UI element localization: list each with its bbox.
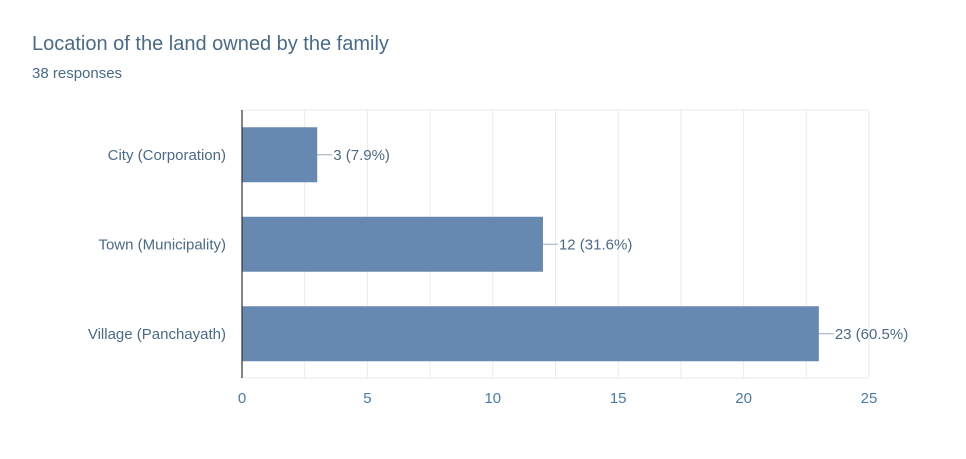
bar (242, 216, 543, 272)
category-label: City (Corporation) (108, 147, 226, 164)
data-label: 3 (7.9%) (333, 147, 390, 164)
x-tick-label: 15 (610, 390, 627, 407)
chart-title: Location of the land owned by the family (32, 33, 389, 55)
bar (242, 306, 819, 362)
category-label: Town (Municipality) (98, 236, 226, 253)
bars (242, 127, 819, 362)
bar (242, 127, 318, 183)
labels: 3 (7.9%) City (Corporation) 12 (31.6%) Town… (88, 147, 908, 343)
data-label: 12 (31.6%) (559, 236, 632, 253)
response-count: 38 responses (32, 65, 123, 82)
axes: 0 5 10 15 20 25 (238, 110, 878, 407)
x-tick-label: 5 (363, 390, 371, 407)
x-tick-label: 20 (735, 390, 752, 407)
category-label: Village (Panchayath) (88, 326, 226, 343)
x-tick-label: 10 (484, 390, 501, 407)
data-label: 23 (60.5%) (835, 326, 908, 343)
x-tick-label: 0 (238, 390, 246, 407)
x-tick-label: 25 (861, 390, 878, 407)
